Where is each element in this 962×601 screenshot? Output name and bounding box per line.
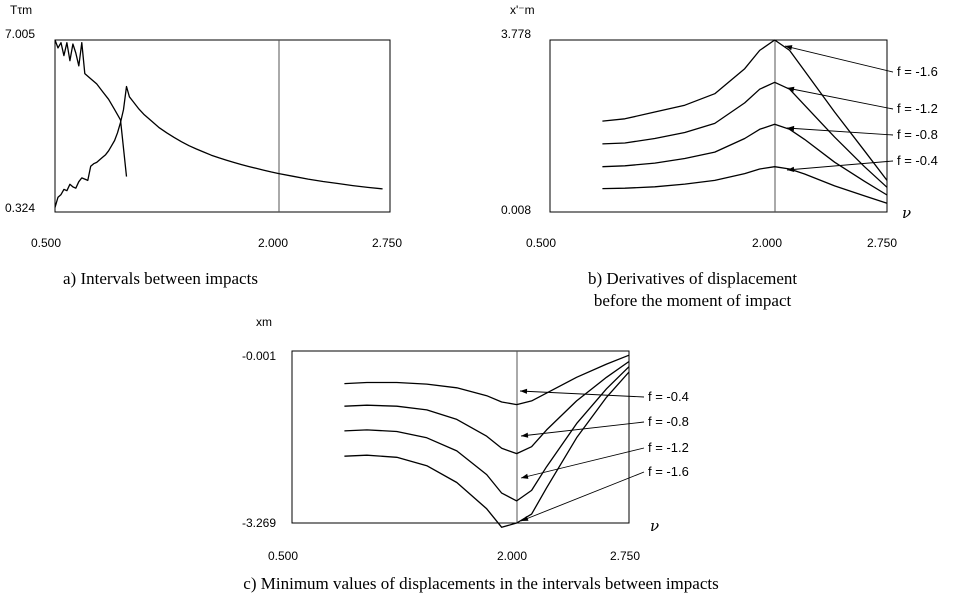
panel-a-xtick-2: 2.750: [372, 236, 402, 250]
panel-b-series-0: [602, 39, 888, 181]
panel-c-arrowhead-0: [520, 388, 528, 394]
panel-c-leader-1: [520, 421, 645, 437]
panel-b-xtick-2: 2.750: [867, 236, 897, 250]
panel-c-frame: [291, 350, 630, 524]
panel-b-series-1: [602, 81, 888, 188]
panel-b-caption: b) Derivatives of displacement before th…: [588, 268, 797, 312]
panel-a-ybottom-label: 0.324: [5, 201, 35, 215]
panel-c-annotation-2: f = -1.2: [648, 440, 689, 455]
panel-a-xtick-1: 2.000: [258, 236, 288, 250]
panel-c-arrowhead-3: [521, 516, 529, 521]
panel-c-xtick-0: 0.500: [268, 549, 298, 563]
panel-b-arrowhead-3: [787, 166, 795, 172]
panel-c-nu-label: ν: [650, 517, 659, 535]
panel-c-annotations: f = -0.4 f = -0.8 f = -1.2 f = -1.6: [519, 388, 689, 522]
panel-b: x'⁻m 3.778 0.008 ν 0.500 2.000 2.750 f =…: [501, 3, 938, 250]
panel-a-xtick-0: 0.500: [31, 236, 61, 250]
panel-b-curves: [602, 39, 888, 204]
panel-b-leader-1: [786, 87, 894, 110]
panel-c-xtick-2: 2.750: [610, 549, 640, 563]
panel-b-annotation-3: f = -0.4: [897, 153, 938, 168]
panel-b-caption-line2: before the moment of impact: [593, 291, 792, 310]
panel-a-curves: [54, 39, 383, 208]
panel-c-annotation-3: f = -1.6: [648, 464, 689, 479]
panel-c-ytop-label: -0.001: [242, 349, 276, 363]
panel-c: xm -0.001 -3.269 ν 0.500 2.000 2.750 f =…: [242, 315, 689, 563]
panel-b-series-3: [602, 166, 888, 204]
panel-b-leader-2: [786, 127, 894, 136]
panel-b-xtick-1: 2.000: [752, 236, 782, 250]
panel-c-annotation-1: f = -0.8: [648, 414, 689, 429]
panel-c-annotation-0: f = -0.4: [648, 389, 689, 404]
panel-c-leader-2: [520, 447, 645, 479]
panel-b-annotation-2: f = -0.8: [897, 127, 938, 142]
panel-b-frame: [549, 39, 888, 213]
panel-c-series-3: [344, 371, 630, 528]
panel-b-caption-line1: b) Derivatives of displacement: [588, 269, 798, 288]
panel-b-arrowhead-2: [787, 125, 795, 132]
panel-b-series-2: [602, 123, 888, 196]
panel-c-series-0: [344, 354, 630, 406]
panel-b-annotation-0: f = -1.6: [897, 64, 938, 79]
panel-b-leader-0: [784, 45, 894, 73]
panel-a-ytop-label: 7.005: [5, 27, 35, 41]
panel-b-nu-label: ν: [902, 204, 911, 222]
panel-b-ylabel: x'⁻m: [510, 3, 535, 17]
panel-c-series-1: [344, 360, 630, 455]
panel-b-ybottom-label: 0.008: [501, 203, 531, 217]
panel-b-leader-3: [786, 160, 894, 171]
panel-b-ytop-label: 3.778: [501, 27, 531, 41]
panel-a: Tτm 7.005 0.324 0.500 2.000 2.750: [5, 3, 402, 250]
panel-a-series-1: [54, 39, 128, 177]
panel-c-leader-0: [519, 390, 645, 398]
panel-c-xtick-1: 2.000: [497, 549, 527, 563]
panel-c-caption: c) Minimum values of displacements in th…: [243, 574, 719, 593]
panel-a-frame: [54, 39, 391, 213]
panel-a-ylabel: Tτm: [10, 3, 32, 17]
panel-c-leader-3: [520, 471, 645, 522]
panel-b-annotation-1: f = -1.2: [897, 101, 938, 116]
panel-b-xtick-0: 0.500: [526, 236, 556, 250]
panel-c-arrowhead-1: [521, 432, 529, 438]
panel-c-ylabel: xm: [256, 315, 272, 329]
panel-c-curves: [344, 354, 630, 528]
panel-c-series-2: [344, 366, 630, 502]
panel-c-arrowhead-2: [521, 473, 529, 479]
panel-b-arrowhead-1: [787, 86, 795, 92]
panel-a-caption: a) Intervals between impacts: [63, 269, 258, 288]
panel-c-ybottom-label: -3.269: [242, 516, 276, 530]
panel-a-series-0: [54, 85, 383, 208]
panel-b-arrowhead-0: [785, 45, 793, 51]
panel-b-annotations: f = -1.6 f = -1.2 f = -0.8 f = -0.4: [784, 45, 938, 172]
